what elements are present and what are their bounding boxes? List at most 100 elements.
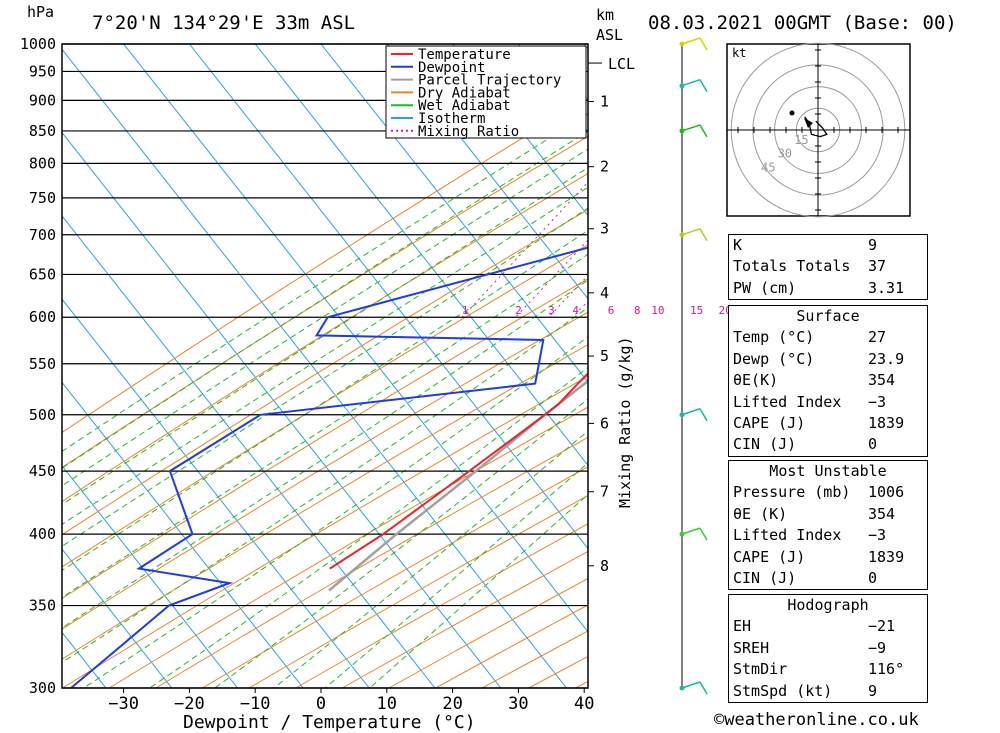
dry-adiabat-line [202,466,588,688]
wind-barb-flag [699,79,708,93]
wet-adiabat-line [83,336,588,688]
pressure-tick-label: 600 [29,308,56,326]
row-label: Lifted Index [733,392,842,411]
row-value: 354 [868,504,896,523]
row-value: 9 [868,236,878,254]
row-label: CAPE (J) [733,413,806,432]
wet-adiabat-line [62,113,588,453]
isotherm-line [254,44,588,467]
row-label: EH [733,617,752,636]
wet-adiabat-line [62,229,588,571]
row-value: 9 [868,681,878,700]
plot-frame [61,43,589,689]
mixing-ratio-label: 3 [548,304,555,317]
mixing-ratio-label: 1 [462,304,469,317]
row-value: −3 [868,526,887,545]
x-tick-label: 40 [574,694,594,714]
row-value: 1839 [868,547,905,566]
x-tick-label: 0 [316,694,326,714]
row-value: 0 [868,435,878,454]
row-value: 23.9 [868,349,905,368]
km-tick-label: 2 [600,158,609,176]
row-label: PW (cm) [733,278,797,297]
km-tick-label: 4 [600,284,609,302]
pressure-tick-label: 400 [29,525,56,543]
mixing-ratio-axis-title: Mixing Ratio (g/kg) [616,336,634,508]
row-value: −9 [868,638,887,657]
datetime-title: 08.03.2021 00GMT (Base: 00) [648,12,957,34]
wet-adiabat-line [62,186,588,526]
pressure-tick-label: 300 [29,679,56,697]
kt-label: kt [732,46,746,60]
mixing-ratio-label: 15 [690,304,703,317]
wet-adiabat-line [62,253,588,598]
legend-label: Mixing Ratio [418,124,519,140]
x-axis-title: Dewpoint / Temperature (°C) [183,712,476,733]
wind-barb-flag [699,408,708,422]
dry-adiabat-line [155,436,588,688]
wind-barb-flag [699,527,708,541]
table-row: Lifted Index −3 [729,392,927,413]
row-value: 0 [868,568,878,587]
table-row: StmSpd (kt) 9 [729,681,927,702]
wet-adiabat-line [62,148,588,487]
row-value: 1839 [868,413,905,432]
dry-adiabat-line [62,311,588,630]
row-value: 37 [868,257,887,276]
pressure-tick-label: 550 [29,355,56,373]
table-title: Most Unstable [769,462,887,480]
row-label: Pressure (mb) [733,483,851,502]
row-label: StmDir [733,660,788,679]
table-row: EH −21 [729,616,927,637]
indices-table: K 9 Totals Totals 37 PW (cm) 3.31 [728,234,928,301]
row-value: −21 [868,617,896,636]
isotherm-line [62,548,173,688]
legend-label: Wet Adiabat [418,98,511,114]
row-value: −3 [868,392,887,411]
table-row: SREH −9 [729,638,927,659]
mixing-ratio-label: 2 [515,304,522,317]
pressure-tick-label: 700 [29,226,56,244]
isotherm-line [386,44,588,300]
table-row: Pressure (mb) 1006 [729,482,927,503]
table-row: PW (cm) 3.31 [729,278,927,299]
table-row: Dewp (°C) 23.9 [729,349,927,370]
mixing-ratio-label: 6 [608,304,615,317]
dry-adiabat-line [62,278,588,600]
wind-barb-flag [699,37,708,51]
x-tick-label: 20 [442,694,462,714]
mixing-ratio-label: 4 [572,304,579,317]
row-value: 1006 [868,483,905,502]
isotherm-line [62,464,238,688]
x-tick-label: 10 [377,694,397,714]
wind-barbs [679,37,708,695]
km-tick-label: 6 [600,414,609,432]
wet-adiabat-line [62,279,588,629]
wind-barb-flag [699,228,708,242]
hodograph-table: Hodograph EH −21 SREH −9 StmDir 116° StmSpd (kt… [728,594,928,703]
surface-table: Surface Temp (°C) 27 Dewp (°C) 23.9 θE(K) 354 L… [728,305,928,457]
dry-adiabat-line [108,406,588,688]
lcl-label: LCL [608,55,635,73]
table-row: Totals Totals 37 [729,256,927,277]
wet-adiabat-line [149,366,588,688]
isotherm-line [62,298,370,688]
legend-label: Dewpoint [418,60,485,76]
pressure-tick-label: 1000 [20,35,56,53]
km-tick-label: 3 [600,220,609,238]
wind-barb-flag [699,681,708,695]
legend-label: Dry Adiabat [418,85,511,101]
hodograph-start-dot [789,110,795,116]
table-row: Lifted Index −3 [729,525,927,546]
pressure-tick-label: 450 [29,462,56,480]
asl-label: ASL [596,26,623,44]
row-label: θE(K) [733,371,779,390]
dewpoint-profile [70,246,588,688]
table-row: CAPE (J) 1839 [729,547,927,568]
km-tick-label: 8 [600,557,609,575]
row-label: Totals Totals [733,257,851,276]
parcel-trajectory-profile [328,379,588,592]
